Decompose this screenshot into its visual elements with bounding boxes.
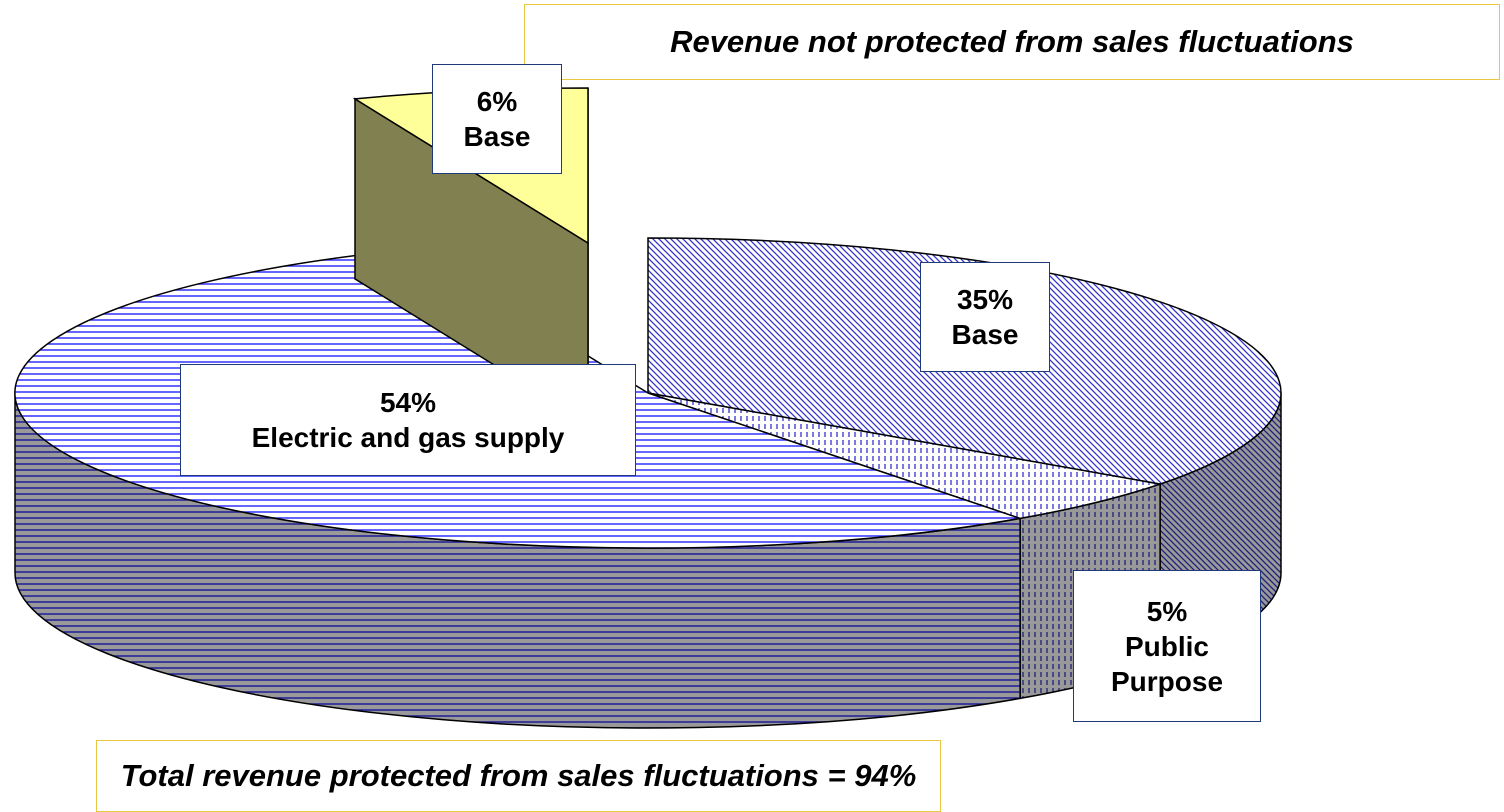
annotation-top: Revenue not protected from sales fluctua…: [524, 4, 1500, 80]
label-category: Public Purpose: [1110, 630, 1224, 697]
label-value: 6%: [476, 86, 518, 117]
data-label: 35% Base: [920, 262, 1050, 372]
annotation-bottom: Total revenue protected from sales fluct…: [96, 740, 941, 812]
label-value: 54%: [379, 387, 437, 418]
data-label: 54% Electric and gas supply: [180, 364, 636, 476]
label-category: Base: [463, 121, 531, 152]
slice: [647, 392, 1161, 520]
label-category: Base: [951, 319, 1019, 350]
label-value: 5%: [1146, 595, 1188, 627]
annotation-text: Revenue not protected from sales fluctua…: [670, 23, 1354, 59]
data-label: 5% Public Purpose: [1073, 570, 1261, 722]
slice-side: [14, 393, 1021, 729]
label-category: Electric and gas supply: [251, 422, 565, 453]
annotation-text: Total revenue protected from sales fluct…: [120, 757, 917, 793]
label-value: 35%: [956, 284, 1014, 315]
data-label: 6% Base: [432, 64, 562, 174]
